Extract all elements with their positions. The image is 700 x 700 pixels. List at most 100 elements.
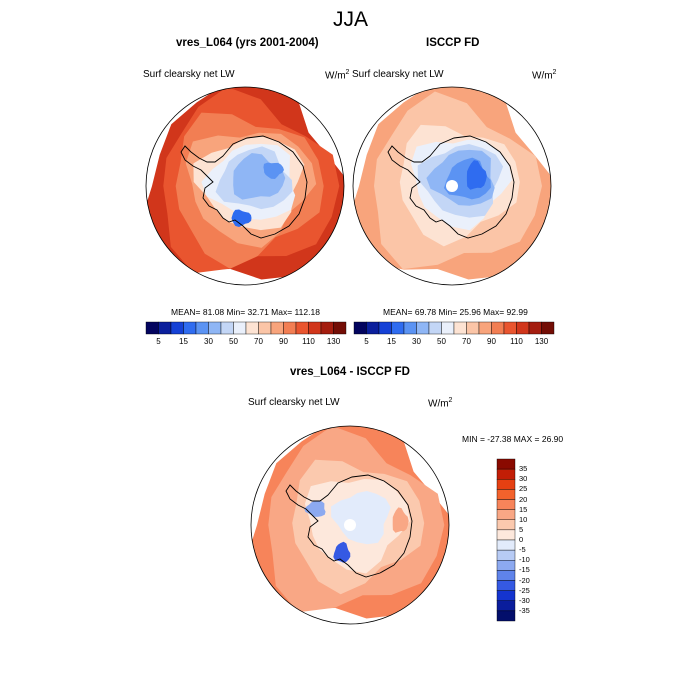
colorbar-tick-label: 70 [462,337,471,346]
colorbar-tick-label: 130 [534,337,549,346]
colorbar-tick-label: 130 [326,337,341,346]
colorbar-swatch [258,321,272,335]
colorbar-swatch [295,321,309,335]
panel2-units-label: W/m2 [532,69,557,82]
diff-title: vres_L064 - ISCCP FD [290,366,410,378]
colorbar-swatch [145,321,159,335]
diff-colorbar-tick-label: 5 [519,524,524,534]
colorbar-tick-label: 5 [156,337,161,346]
diff-colorbar-swatch [496,539,516,551]
panel1-stats: MEAN= 81.08 Min= 32.71 Max= 112.18 [171,307,320,317]
diff-variable-label: Surf clearsky net LW [248,397,340,408]
diff-colorbar-tick-label: -20 [519,575,530,585]
diff-colorbar-tick-label: 20 [519,494,528,504]
colorbar-swatch [466,321,480,335]
model-ross-sea-low-region [231,209,252,227]
obs-map-border [352,86,552,286]
panel1-variable-label: Surf clearsky net LW [143,69,235,80]
diff-colorbar-tick-label: 35 [519,464,528,474]
panel2-polar-map [352,86,552,286]
season-title: JJA [333,8,369,31]
diff-colorbar-ticks: 35 30 25 20 15 10 5 0 -5 -10 -15 -20 -25 -30 -35 [519,459,549,621]
obs-dome-min-region [466,160,487,190]
colorbar-tick-label: 90 [487,337,496,346]
model-plateau-region [233,153,286,200]
colorbar-tick-label: 70 [254,337,263,346]
colorbar-swatch [378,321,392,335]
colorbar-swatch [183,321,197,335]
colorbar-swatch [528,321,542,335]
diff-colorbar-tick-label: 0 [519,535,524,544]
colorbar-swatch [503,321,517,335]
colorbar-swatch [283,321,297,335]
panel1-colorbar-ticks: 5 15 30 50 70 90 110 130 [146,337,346,349]
model-map-border [145,86,345,286]
diff-east-pos-region [392,507,409,533]
diff-colorbar-swatch [496,529,516,541]
colorbar-swatch [320,321,334,335]
diff-colorbar-swatch [496,580,516,591]
colorbar-tick-label: 5 [364,337,369,346]
colorbar-swatch [453,321,467,335]
diff-polar-map [250,425,450,625]
diff-colorbar-swatch [496,499,516,510]
diff-colorbar-tick-label: 10 [519,514,528,524]
colorbar-swatch [403,321,417,335]
colorbar-tick-label: 30 [204,337,213,346]
diff-colorbar-tick-label: 30 [519,474,528,484]
colorbar-tick-label: 50 [437,337,446,346]
diff-colorbar-tick-label: 25 [519,484,528,494]
diff-colorbar-swatch [496,549,516,561]
diff-colorbar-swatch [496,468,516,480]
colorbar-swatch [333,321,347,335]
diff-units-label: W/m2 [428,397,453,410]
diff-colorbar [496,458,516,622]
diff-colorbar-swatch [496,610,516,622]
panel1-units-label: W/m2 [325,69,350,82]
diff-colorbar-tick-label: 15 [519,504,528,514]
panel2-stats: MEAN= 69.78 Min= 25.96 Max= 92.99 [383,307,528,317]
diff-colorbar-swatch [496,570,516,581]
diff-colorbar-tick-label: -15 [519,565,530,575]
panel2-title: ISCCP FD [426,37,480,49]
diff-pole-gap [344,519,356,531]
diff-colorbar-swatch [496,458,516,470]
colorbar-swatch [353,321,367,335]
diff-colorbar-swatch [496,600,516,612]
panel2-variable-label: Surf clearsky net LW [352,69,444,80]
colorbar-swatch [441,321,455,335]
colorbar-tick-label: 50 [229,337,238,346]
colorbar-tick-label: 15 [387,337,396,346]
colorbar-swatch [416,321,430,335]
colorbar-swatch [170,321,184,335]
diff-colorbar-swatch [496,479,516,490]
colorbar-swatch [491,321,505,335]
colorbar-swatch [366,321,380,335]
panel2-colorbar-ticks: 5 15 30 50 70 90 110 130 [354,337,554,349]
colorbar-swatch [428,321,442,335]
colorbar-swatch [208,321,222,335]
colorbar-swatch [158,321,172,335]
colorbar-swatch [195,321,209,335]
colorbar-tick-label: 90 [279,337,288,346]
diff-minmax: MIN = -27.38 MAX = 26.90 [462,434,564,444]
panel1-polar-map [145,86,345,286]
model-coastline [180,135,308,239]
colorbar-tick-label: 15 [179,337,188,346]
obs-coastline [387,135,515,239]
diff-colorbar-tick-label: -5 [519,545,526,555]
diff-colorbar-tick-label: -10 [519,555,530,565]
colorbar-swatch [391,321,405,335]
colorbar-tick-label: 110 [302,337,315,346]
colorbar-tick-label: 30 [412,337,421,346]
panel2-colorbar [353,321,555,335]
colorbar-swatch [233,321,247,335]
diff-colorbar-swatch [496,519,516,531]
diff-coastline [285,474,413,578]
colorbar-swatch [516,321,530,335]
colorbar-tick-label: 110 [510,337,523,346]
colorbar-swatch [245,321,259,335]
colorbar-swatch [308,321,322,335]
panel1-title: vres_L064 (yrs 2001-2004) [176,37,319,49]
obs-pole-gap [446,180,458,192]
